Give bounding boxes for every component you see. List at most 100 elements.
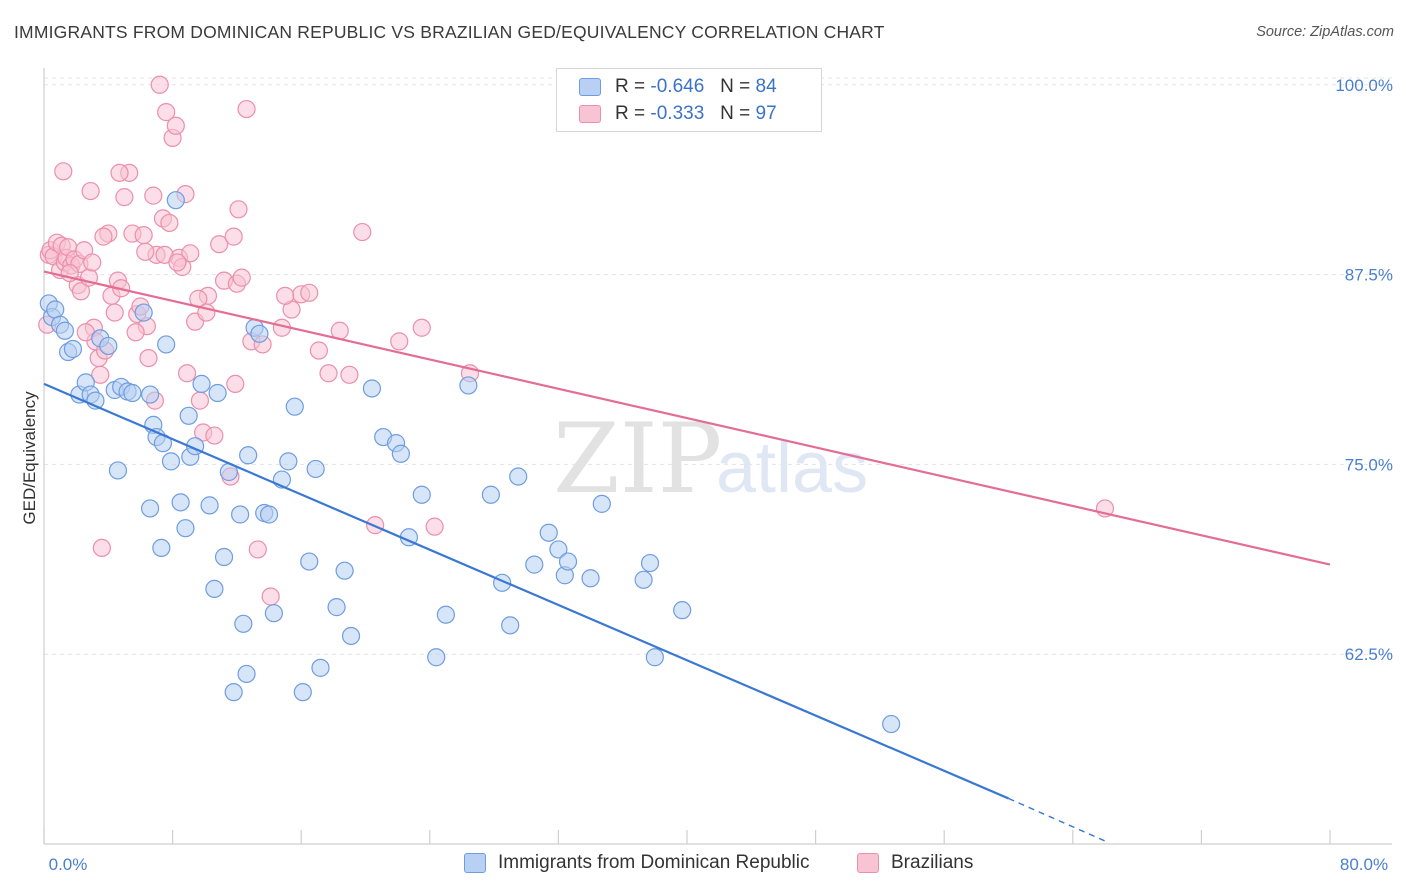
legend-n-label: N = bbox=[720, 103, 751, 124]
dominican-point bbox=[239, 446, 258, 465]
dominican-point bbox=[205, 579, 224, 599]
brazilians-trend-line bbox=[43, 270, 1331, 566]
dominican-point bbox=[250, 324, 269, 343]
legend-label: Immigrants from Dominican Republic bbox=[498, 852, 810, 873]
legend-label: Brazilians bbox=[891, 852, 974, 873]
dominican-point bbox=[237, 664, 256, 684]
series-legend: Immigrants from Dominican Republic Brazi… bbox=[0, 852, 1406, 878]
x-tick-label: 0.0% bbox=[49, 855, 88, 874]
axes bbox=[43, 68, 1392, 845]
brazilians-point bbox=[224, 227, 243, 246]
legend-r-label: R = bbox=[615, 76, 646, 97]
dominican-trend-extension bbox=[1008, 797, 1106, 842]
dominican-trend-line bbox=[43, 382, 1009, 800]
dominican-point bbox=[279, 452, 298, 471]
brazilians-point bbox=[248, 540, 267, 559]
dominican-point bbox=[46, 300, 65, 319]
y-tick-label: 87.5% bbox=[1345, 266, 1393, 285]
legend-swatch-pink bbox=[579, 105, 601, 123]
dominican-point bbox=[231, 505, 250, 524]
dominican-point bbox=[63, 339, 83, 359]
x-tick-label: 80.0% bbox=[1340, 855, 1388, 874]
brazilians-point bbox=[412, 318, 431, 337]
brazilians-point bbox=[144, 186, 163, 205]
dominican-point bbox=[140, 385, 160, 404]
legend-row-brazilians: R = -0.333 N = 97 bbox=[579, 102, 777, 126]
stats-legend: R = -0.646 N = 84 R = -0.333 N = 97 bbox=[556, 68, 822, 132]
brazilians-point bbox=[105, 303, 124, 322]
legend-item-brazilians[interactable]: Brazilians bbox=[857, 852, 973, 874]
dominican-point bbox=[259, 505, 279, 524]
dominican-point bbox=[341, 626, 361, 646]
brazilians-point bbox=[205, 426, 224, 445]
y-tick-label: 75.0% bbox=[1345, 455, 1393, 474]
trend-lines bbox=[43, 270, 1331, 842]
dominican-point bbox=[214, 547, 234, 567]
brazilians-point bbox=[91, 365, 110, 384]
brazilians-point bbox=[229, 200, 248, 219]
brazilians-point bbox=[226, 374, 245, 394]
dominican-point bbox=[673, 601, 692, 620]
brazilians-point bbox=[71, 282, 91, 301]
y-tick-label: 100.0% bbox=[1335, 76, 1393, 95]
dominican-point bbox=[539, 523, 558, 542]
brazilians-point bbox=[134, 226, 153, 245]
legend-item-dominican[interactable]: Immigrants from Dominican Republic bbox=[464, 852, 810, 874]
brazilians-point bbox=[92, 538, 111, 558]
brazilians-point bbox=[94, 227, 113, 246]
dominican-point bbox=[208, 383, 227, 403]
dominican-point bbox=[335, 561, 354, 580]
brazilians-point bbox=[309, 341, 328, 360]
dominican-point bbox=[391, 444, 410, 463]
dominican-point bbox=[134, 303, 153, 322]
legend-n-value: 84 bbox=[755, 76, 777, 97]
brazilians-point bbox=[276, 286, 295, 305]
dominican-point bbox=[581, 569, 600, 588]
dominican-point bbox=[311, 658, 330, 677]
y-axis-label: GED/Equivalency bbox=[20, 391, 39, 525]
brazilians-point bbox=[168, 253, 187, 272]
dominican-point bbox=[200, 496, 219, 515]
dominican-point bbox=[157, 335, 176, 354]
brazilians-point bbox=[139, 348, 158, 368]
legend-r-value: -0.333 bbox=[650, 103, 705, 124]
dominican-point bbox=[592, 494, 611, 513]
dominican-point bbox=[509, 467, 528, 486]
dominican-point bbox=[300, 552, 319, 571]
dominican-point bbox=[412, 485, 431, 504]
dominican-point bbox=[558, 552, 578, 571]
legend-swatch-blue bbox=[579, 78, 601, 96]
dominican-point bbox=[427, 648, 446, 667]
brazilians-point bbox=[237, 99, 256, 119]
legend-r-value: -0.646 bbox=[650, 76, 705, 97]
legend-r-label: R = bbox=[615, 103, 646, 124]
brazilians-point bbox=[166, 116, 185, 135]
brazilians-points bbox=[38, 75, 1115, 606]
dominican-point bbox=[108, 461, 128, 480]
brazilians-point bbox=[353, 222, 372, 242]
dominican-point bbox=[882, 714, 901, 734]
legend-swatch-pink bbox=[857, 853, 879, 873]
dominican-point bbox=[99, 336, 118, 356]
dominican-point bbox=[640, 553, 660, 573]
dominican-point bbox=[285, 397, 304, 416]
dominican-point bbox=[481, 485, 500, 504]
brazilians-point bbox=[319, 364, 338, 383]
dominican-point bbox=[55, 321, 74, 340]
dominican-point bbox=[152, 538, 171, 558]
dominican-point bbox=[224, 683, 243, 702]
dominican-point bbox=[123, 383, 142, 403]
brazilians-point bbox=[54, 162, 73, 181]
dominican-point bbox=[362, 379, 382, 398]
dominican-point bbox=[171, 493, 190, 512]
brazilians-point bbox=[181, 244, 200, 263]
brazilians-point bbox=[390, 332, 409, 351]
dominican-point bbox=[634, 570, 653, 589]
y-tick-label: 62.5% bbox=[1345, 645, 1393, 664]
dominican-point bbox=[179, 406, 198, 425]
watermark-atlas: atlas bbox=[716, 428, 868, 508]
legend-n-label: N = bbox=[720, 76, 751, 97]
dominican-point bbox=[549, 540, 568, 559]
dominican-point bbox=[264, 604, 283, 623]
